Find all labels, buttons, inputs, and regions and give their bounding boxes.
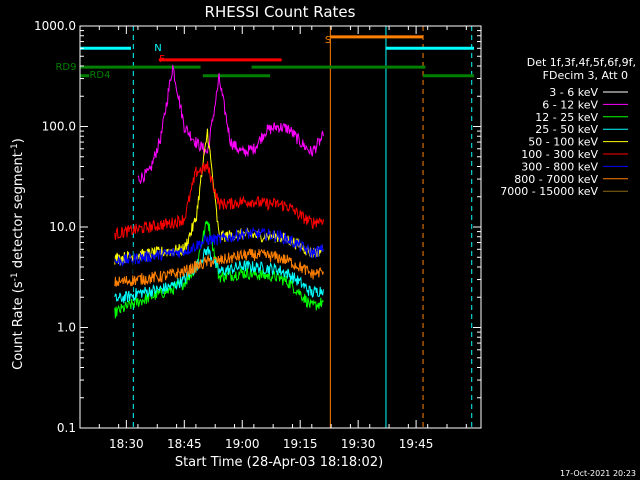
x-tick-label-3: 19:15 (283, 437, 318, 451)
legend-label-6: 300 - 800 keV (521, 160, 598, 173)
legend-label-2: 12 - 25 keV (535, 111, 598, 124)
series-line-7 (114, 248, 324, 287)
legend: Det 1f,3f,4f,5f,6f,9f, FDecim 3, Att 0 3… (500, 56, 636, 198)
legend-label-7: 800 - 7000 keV (514, 173, 598, 186)
legend-label-1: 6 - 12 keV (542, 98, 598, 111)
flag-label-f: F (159, 54, 165, 65)
flag-label-n: N (154, 43, 161, 54)
flag-label-rd9: RD9 (55, 62, 76, 73)
legend-label-0: 3 - 6 keV (549, 86, 598, 99)
x-axis-label: Start Time (28-Apr-03 18:18:02) (175, 455, 383, 470)
x-tick-label-5: 19:45 (399, 437, 434, 451)
axes: 0.1 1.0 10.0 100.0 1000.0 18:30 18:45 19:00 19:1… (34, 19, 482, 451)
series-line-4 (114, 128, 324, 266)
y-axis-label: Count Rate (s-1 detector segment-1) (10, 138, 26, 370)
legend-label-8: 7000 - 15000 keV (500, 185, 598, 198)
legend-label-4: 50 - 100 keV (528, 136, 598, 149)
y-tick-label-3: 100.0 (42, 120, 76, 134)
y-tick-label-1: 1.0 (57, 321, 76, 335)
plot-area: NF S RD9 RD4 (55, 26, 475, 428)
flag-label-rd4: RD4 (89, 70, 110, 81)
legend-label-5: 100 - 300 keV (521, 148, 598, 161)
series-line-2 (114, 220, 324, 319)
y-tick-label-0: 0.1 (57, 421, 76, 435)
flag-label-s: S (325, 35, 331, 46)
series-line-3 (114, 246, 324, 304)
y-tick-label-2: 10.0 (49, 220, 76, 234)
x-tick-label-4: 19:30 (341, 437, 376, 451)
x-tick-label-0: 18:30 (109, 437, 144, 451)
y-tick-label-4: 1000.0 (34, 19, 76, 33)
chart-title: RHESSI Count Rates (205, 3, 356, 21)
x-tick-label-1: 18:45 (167, 437, 202, 451)
series-line-6 (114, 226, 324, 268)
legend-label-3: 25 - 50 keV (535, 123, 598, 136)
footer-timestamp: 17-Oct-2021 20:23 (560, 469, 636, 478)
x-tick-label-2: 19:00 (225, 437, 260, 451)
legend-header-2: FDecim 3, Att 0 (543, 69, 628, 82)
legend-header-1: Det 1f,3f,4f,5f,6f,9f, (527, 56, 636, 69)
series-line-5 (114, 161, 324, 240)
series-line-1 (137, 64, 324, 185)
